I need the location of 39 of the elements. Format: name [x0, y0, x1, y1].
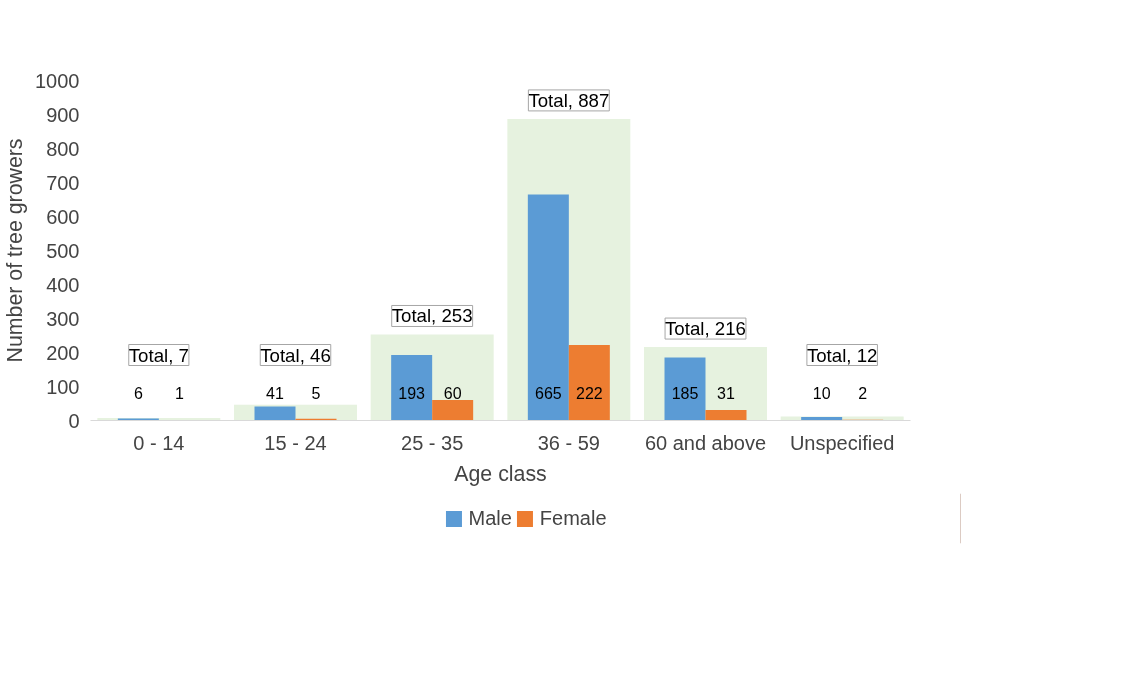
- data-label: Total, 216: [665, 318, 746, 340]
- data-label: 665: [534, 384, 562, 402]
- x-tick-label: 15 - 24: [264, 431, 327, 454]
- data-label: Total, 253: [391, 305, 473, 327]
- data-label: 6: [133, 384, 143, 402]
- y-tick-label: 0: [68, 409, 80, 432]
- y-tick-label: 900: [46, 103, 80, 126]
- legend-label: Female: [539, 506, 607, 530]
- y-tick-label: 400: [46, 273, 80, 296]
- y-tick-label: 600: [46, 205, 80, 228]
- data-label: 193: [398, 384, 426, 402]
- data-label: 222: [575, 384, 603, 402]
- y-tick-label: 100: [46, 375, 80, 398]
- y-tick-label: 200: [46, 341, 80, 364]
- y-tick-label: 1000: [35, 69, 80, 92]
- y-tick-label: 300: [46, 307, 80, 330]
- x-tick-label: 60 and above: [644, 431, 767, 454]
- y-tick-label: 800: [46, 137, 80, 160]
- x-tick-label: Unspecified: [789, 431, 895, 454]
- data-label: 41: [266, 384, 284, 402]
- x-tick-label: 25 - 35: [401, 431, 464, 454]
- x-tick-label: 0 - 14: [133, 431, 185, 454]
- data-label: 1: [174, 384, 184, 402]
- y-tick-label: 500: [46, 239, 80, 262]
- data-label: Total, 887: [528, 89, 610, 111]
- data-label: Total, 12: [806, 344, 878, 366]
- data-label: Total, 7: [128, 344, 189, 366]
- y-axis-title: Number of tree growers: [3, 138, 28, 363]
- data-label: Total, 46: [260, 344, 331, 366]
- data-label: 185: [671, 384, 699, 402]
- data-label: 60: [443, 384, 462, 402]
- y-tick-label: 700: [46, 171, 80, 194]
- x-tick-label: 36 - 59: [537, 431, 600, 454]
- legend-label: Male: [468, 506, 512, 530]
- data-label: 10: [812, 384, 831, 402]
- data-label: 31: [717, 384, 735, 402]
- x-axis-title: Age class: [454, 461, 547, 486]
- data-label: 5: [311, 384, 321, 402]
- data-label: 2: [858, 384, 868, 402]
